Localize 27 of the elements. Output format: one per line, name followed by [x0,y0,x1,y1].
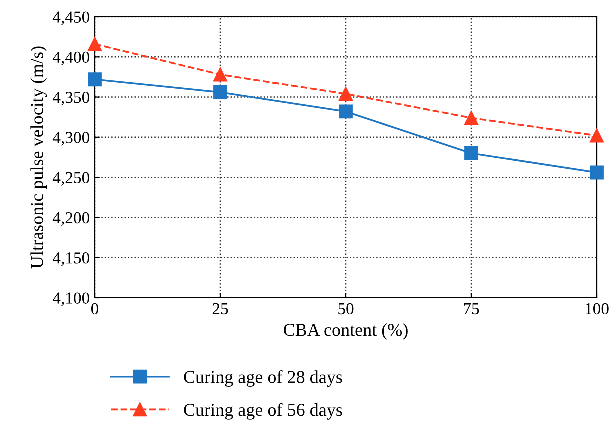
y-tick-label: 4,300 [52,132,90,146]
y-tick-label: 4,350 [52,92,90,106]
x-tick-label: 50 [338,303,354,315]
y-tick-label: 4,450 [52,12,90,26]
y-axis-title: Ultrasonic pulse velocity (m/s) [30,46,48,269]
point [590,128,604,143]
y-tick-label: 4,100 [52,292,90,306]
x-tick-label: 25 [212,303,228,315]
point [88,37,102,52]
point [464,111,478,126]
legend-label: Curing age of 56 days [184,403,342,420]
y-tick-label: 4,250 [52,172,90,186]
x-tick-label: 0 [91,303,99,315]
point [214,86,228,100]
point [464,146,478,160]
x-axis-title: CBA content (%) [284,324,408,340]
y-tick-label: 4,150 [52,252,90,266]
y-tick-label: 4,200 [52,212,90,226]
point [339,104,353,119]
y-tick-label: 4,400 [52,52,90,66]
x-tick-label: 100 [586,303,609,315]
point [590,166,604,180]
point [339,87,353,102]
x-tick-label: 75 [464,304,480,315]
legend-label: Curing age of 28 days [184,370,342,388]
point [214,68,228,82]
point [88,72,102,87]
